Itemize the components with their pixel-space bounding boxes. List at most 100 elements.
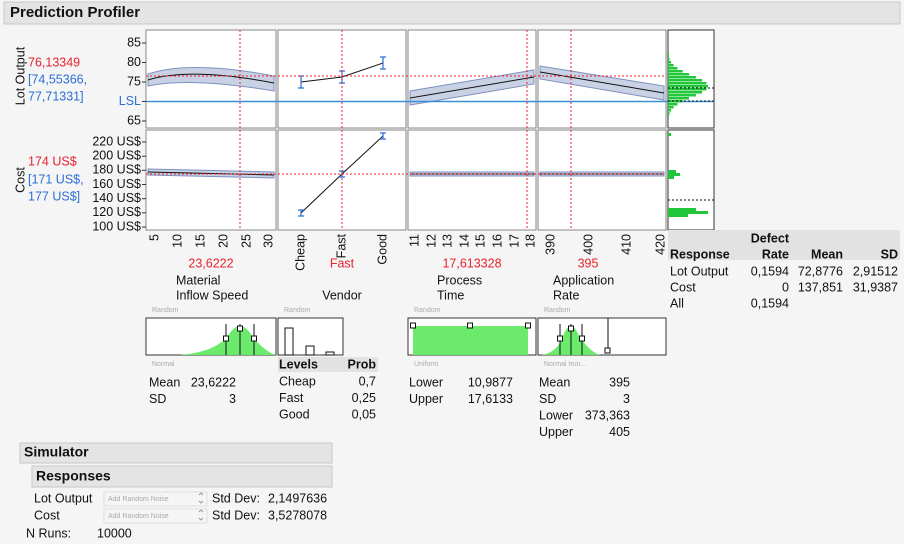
prob-bar [325, 351, 335, 356]
x-tick-label: Cheap [293, 234, 307, 271]
handle [251, 335, 257, 342]
histogram-bar [668, 88, 707, 91]
histogram-bar [668, 67, 678, 70]
histogram-bar [668, 97, 690, 100]
histogram-bar [668, 52, 669, 55]
noise-dropdown[interactable] [103, 491, 208, 507]
histogram-bar [668, 170, 676, 173]
x-tick-label: 10 [170, 234, 184, 248]
prob-bar [305, 345, 315, 356]
plot-panel [145, 129, 277, 231]
handle [467, 322, 473, 329]
histogram-bar [668, 112, 670, 115]
x-tick-label: 15 [193, 234, 207, 248]
table-cell: 2,91512 [853, 264, 898, 278]
level-prob: 0,7 [359, 374, 376, 388]
table-header: Response [670, 247, 730, 261]
y-tick-label: 180 US$ [92, 163, 141, 177]
header-bar [3, 1, 901, 25]
histogram-bar [668, 176, 674, 179]
y-tick-label: 65 [127, 113, 141, 127]
y-tick-label: 200 US$ [92, 148, 141, 162]
stat-value: 3 [229, 392, 236, 406]
level-name: Good [279, 407, 310, 421]
x-tick-label: 15 [473, 234, 487, 248]
stat-label: Mean [149, 375, 180, 389]
handle [525, 322, 531, 329]
dropdown: Uniform [414, 361, 439, 368]
x-tick-label: 30 [261, 234, 275, 248]
stat-label: SD [149, 392, 166, 406]
dropdown-arrow [198, 509, 204, 521]
histogram-bar [668, 100, 683, 103]
factor-name: Material [176, 273, 220, 287]
y-tick-label: 100 US$ [92, 219, 141, 233]
table-cell: 0,1594 [751, 296, 789, 310]
table-header: Prob [348, 357, 377, 371]
factor-current: 395 [578, 256, 599, 270]
section-title: Simulator [24, 444, 89, 460]
histogram-bar [668, 82, 707, 85]
handle [604, 347, 611, 354]
x-tick-label: 25 [239, 234, 253, 248]
factor-name: Time [437, 288, 464, 302]
stat-label: SD [539, 392, 556, 406]
dropdown: Normal trun... [544, 361, 586, 368]
factor-current: 17,613328 [442, 256, 501, 270]
histogram-bar [668, 79, 703, 82]
stat-value: 17,6133 [468, 392, 513, 406]
level-prob: 0,05 [352, 407, 376, 421]
curve [539, 71, 665, 94]
stat-value: 405 [609, 425, 630, 439]
histogram-bar [668, 91, 703, 94]
section-bar [19, 442, 333, 464]
response-interval: 177 US$] [28, 189, 80, 203]
x-tick-label: 16 [490, 234, 504, 248]
stat-value: 10,9877 [468, 375, 513, 389]
y-tick-label: LSL [119, 94, 141, 108]
response-interval: [74,55366, [28, 72, 87, 86]
current-response: 76,13349 [28, 55, 80, 69]
histogram-bar [668, 76, 696, 79]
dropdown-arrow [198, 492, 204, 504]
n-runs-value: 10000 [97, 526, 132, 540]
y-tick-label: 75 [127, 74, 141, 88]
factor-name: Rate [553, 288, 579, 302]
histogram-bar [668, 58, 670, 61]
histogram-bar [668, 211, 708, 214]
stat-value: 23,6222 [191, 375, 236, 389]
y-tick-label: 85 [127, 35, 141, 49]
handle [410, 322, 416, 329]
x-tick-label: 400 [581, 234, 595, 255]
section-bar [31, 465, 333, 488]
factor-current: Fast [330, 256, 355, 270]
dropdown: Random [414, 307, 441, 314]
noise-dropdown: Add Random Noise [108, 496, 169, 503]
dropdown: Random [152, 307, 179, 314]
factor-name: Vendor [322, 288, 362, 302]
table-header [668, 230, 900, 260]
x-tick-label: 13 [440, 234, 454, 248]
x-tick-label: 11 [407, 234, 421, 247]
section-title: Responses [36, 468, 111, 484]
stat-value: 395 [609, 375, 630, 389]
noise-dropdown[interactable] [103, 508, 208, 524]
stat-label: Mean [539, 375, 570, 389]
response-label: Lot Output [13, 46, 27, 105]
handle [557, 335, 563, 342]
std-dev-value: 2,1497636 [268, 491, 327, 505]
curve [409, 76, 535, 99]
histogram-bar [668, 208, 696, 211]
histogram-bar [668, 214, 688, 217]
table-cell: Cost [670, 280, 696, 294]
noise-dropdown: Add Random Noise [108, 513, 169, 520]
handle [579, 335, 585, 342]
response-label: Cost [13, 167, 27, 193]
table-header: Levels [279, 357, 318, 371]
histogram-bar [668, 85, 708, 88]
y-tick-label: 80 [127, 55, 141, 69]
x-tick-label: 20 [216, 234, 230, 248]
stat-value: 373,363 [585, 408, 630, 422]
y-tick-label: 120 US$ [92, 205, 141, 219]
